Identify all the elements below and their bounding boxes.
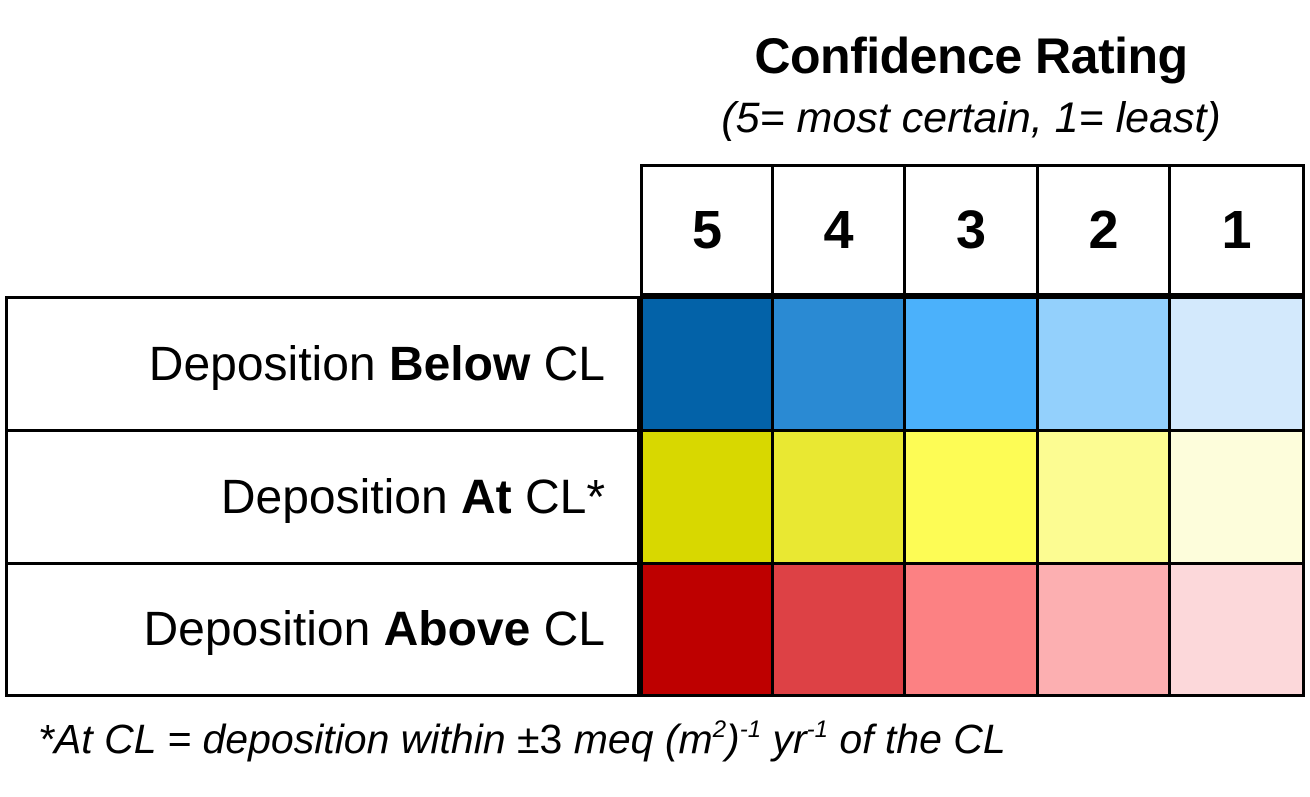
footnote-sup-neg1-b: -1 xyxy=(806,716,828,743)
color-cell-above-2 xyxy=(1036,562,1171,697)
row-label-emphasis: Below xyxy=(388,337,531,391)
color-cell-at-5 xyxy=(640,429,774,565)
color-cell-below-4 xyxy=(771,296,906,432)
row-label-suffix: CL xyxy=(530,337,605,391)
color-cell-below-2 xyxy=(1036,296,1171,432)
row-label-emphasis: At xyxy=(460,470,512,524)
row-label-suffix: CL xyxy=(530,603,605,656)
footnote-yr: yr xyxy=(761,716,807,762)
row-label-suffix: CL* xyxy=(511,470,605,524)
footnote-sup-m2: 2 xyxy=(712,716,727,743)
row-label-below: Deposition Below CL xyxy=(5,296,640,432)
color-cell-above-5 xyxy=(640,562,774,697)
column-header-4: 4 xyxy=(771,164,906,296)
chart-subtitle: (5= most certain, 1= least) xyxy=(721,94,1221,142)
column-header-2: 2 xyxy=(1036,164,1171,296)
footnote-suffix: of the CL xyxy=(827,716,1006,762)
chart-title: Confidence Rating xyxy=(754,28,1188,84)
footnote-meq: meq (m xyxy=(562,716,713,762)
row-label-above: Deposition Above CL xyxy=(5,562,640,697)
row-label-at: Deposition At CL* xyxy=(5,429,640,565)
column-header-3: 3 xyxy=(903,164,1039,296)
color-cell-at-2 xyxy=(1036,429,1171,565)
row-label-emphasis: Above xyxy=(383,603,531,656)
color-cell-below-1 xyxy=(1168,296,1305,432)
footnote-plus-minus: ±3 xyxy=(517,716,563,762)
color-cell-above-1 xyxy=(1168,562,1305,697)
footnote-sup-neg1-a: -1 xyxy=(739,716,762,743)
footnote-prefix: *At CL = deposition within xyxy=(38,716,518,762)
row-label-prefix: Deposition xyxy=(148,337,389,391)
color-cell-above-4 xyxy=(771,562,906,697)
color-cell-at-4 xyxy=(771,429,906,565)
footnote: *At CL = deposition within ±3 meq (m2)-1… xyxy=(38,712,1006,766)
row-label-prefix: Deposition xyxy=(220,470,461,524)
color-cell-at-3 xyxy=(903,429,1039,565)
color-cell-below-5 xyxy=(640,296,774,432)
column-header-1: 1 xyxy=(1168,164,1305,296)
color-cell-above-3 xyxy=(903,562,1039,697)
footnote-close-paren: ) xyxy=(726,716,740,762)
color-cell-at-1 xyxy=(1168,429,1305,565)
color-cell-below-3 xyxy=(903,296,1039,432)
column-header-5: 5 xyxy=(640,164,774,296)
row-label-prefix: Deposition xyxy=(143,603,384,656)
